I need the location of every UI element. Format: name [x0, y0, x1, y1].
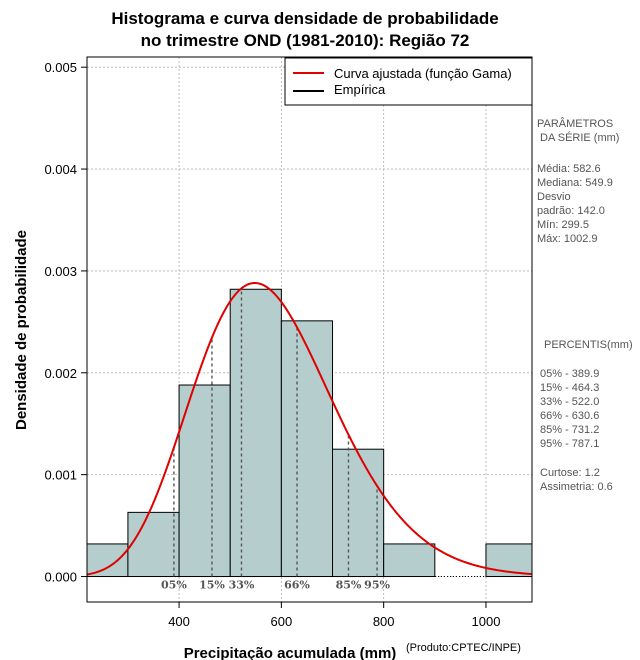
param-min: Mín: 299.5 [537, 219, 589, 231]
gamma-curve [86, 281, 533, 576]
plot-frame [86, 56, 533, 603]
histogram-bar [127, 511, 180, 578]
params-header-1: PARÂMETROS [537, 117, 613, 130]
stat-skewness: Assimetria: 0.6 [540, 481, 613, 493]
chart-title-line2: no trimestre OND (1981-2010): Região 72 [141, 31, 470, 50]
param-sd-label: Desvio [537, 191, 571, 203]
product-credit: (Produto:CPTEC/INPE) [406, 642, 521, 654]
x-tick-label: 400 [168, 614, 190, 629]
percentil-33: 33% - 522.0 [540, 396, 599, 408]
y-tick-label: 0.000 [44, 570, 77, 585]
x-tick-label: 800 [373, 614, 395, 629]
stat-kurtosis: Curtose: 1.2 [540, 467, 600, 479]
histogram-bar [178, 384, 231, 578]
legend-label-curve: Curva ajustada (função Gama) [334, 66, 512, 81]
y-tick-label: 0.003 [44, 264, 77, 279]
percentil-85: 85% - 731.2 [540, 424, 599, 436]
param-max: Máx: 1002.9 [537, 233, 598, 245]
percentile-label: 33% [229, 579, 255, 592]
param-sd-value: padrão: 142.0 [537, 205, 605, 217]
percentil-05: 05% - 389.9 [540, 368, 599, 380]
y-tick-label: 0.005 [44, 60, 77, 75]
percentile-label: 15% [199, 579, 225, 592]
y-tick-label: 0.004 [44, 162, 77, 177]
percentil-66: 66% - 630.6 [540, 410, 599, 422]
y-axis-label: Densidade de probabilidade [13, 230, 30, 430]
histogram-bar [280, 320, 334, 578]
param-median: Mediana: 549.9 [537, 177, 613, 189]
percentile-labels: 05% 15% 33% 66% 85% 95% [161, 579, 390, 592]
y-tick-label: 0.002 [44, 366, 77, 381]
percentis-header: PERCENTIS(mm) [544, 339, 633, 351]
chart-title-line1: Histograma e curva densidade de probabil… [111, 9, 498, 28]
percentile-label: 05% [161, 579, 187, 592]
param-mean: Média: 582.6 [537, 163, 601, 175]
percentil-95: 95% - 787.1 [540, 438, 599, 450]
y-tick-label: 0.001 [44, 468, 77, 483]
histogram-bar [383, 543, 436, 578]
x-tick-label: 1000 [472, 614, 501, 629]
percentiles-panel: PERCENTIS(mm) 05% - 389.9 15% - 464.3 33… [540, 339, 633, 493]
percentile-lines [173, 288, 378, 577]
x-tick-label: 600 [271, 614, 293, 629]
legend-box [284, 57, 533, 106]
histogram-bar [86, 543, 129, 578]
percentil-15: 15% - 464.3 [540, 382, 599, 394]
series-parameters-panel: PARÂMETROS DA SÉRIE (mm) Média: 582.6 Me… [537, 117, 619, 245]
x-axis: 400 600 800 1000 [168, 602, 500, 629]
params-header-2: DA SÉRIE (mm) [540, 131, 619, 144]
percentile-label: 85% [336, 579, 362, 592]
x-axis-label: Precipitação acumulada (mm) [184, 645, 397, 660]
y-axis: 0.000 0.001 0.002 0.003 0.004 0.005 [44, 60, 87, 585]
histogram-bar [229, 288, 282, 578]
histogram-bars [86, 288, 533, 578]
legend: Curva ajustada (função Gama) Empírica [284, 57, 533, 106]
percentile-label: 66% [284, 579, 310, 592]
percentile-label: 95% [364, 579, 390, 592]
legend-label-empirical: Empírica [334, 82, 386, 97]
histogram-bar [332, 448, 385, 578]
